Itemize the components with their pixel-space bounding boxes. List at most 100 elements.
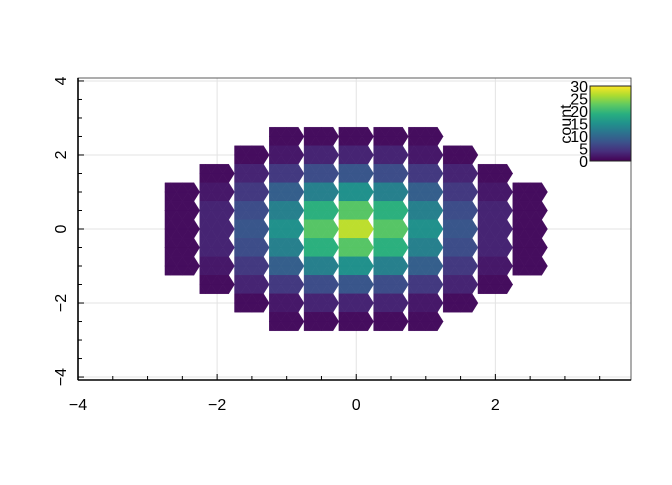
- bin-triangle: [222, 256, 235, 267]
- bin-triangle: [292, 126, 305, 137]
- colorbar-tick-label: 0: [579, 154, 588, 171]
- bin-triangle: [396, 163, 409, 174]
- colorbar-tick-label: 5: [579, 142, 588, 159]
- bin-triangle: [466, 163, 479, 174]
- bin-triangle: [222, 237, 235, 248]
- bin-triangle: [396, 256, 409, 267]
- bin-triangle: [326, 237, 340, 248]
- bin-triangle: [466, 256, 479, 267]
- bin-triangle: [292, 293, 305, 304]
- bin-triangle: [326, 293, 340, 304]
- bin-triangle: [187, 237, 201, 248]
- bin-triangle: [187, 256, 201, 267]
- x-tick-label: 0: [352, 397, 361, 414]
- bin-triangle: [257, 237, 270, 248]
- axes: [77, 77, 632, 381]
- bin-triangle: [361, 274, 374, 285]
- y-tick-label: −4: [53, 368, 70, 386]
- bin-triangle: [431, 219, 444, 230]
- bin-triangle: [187, 200, 201, 211]
- bin-triangle: [535, 182, 548, 193]
- bin-triangle: [361, 311, 374, 322]
- bin-triangle: [326, 126, 340, 137]
- y-tick-labels: −4 −2 0 2 4: [53, 76, 70, 386]
- bin-triangle: [292, 163, 305, 174]
- bin-triangle: [431, 200, 444, 211]
- bin-triangle: [396, 145, 409, 156]
- bin-triangle: [466, 219, 479, 230]
- bin-triangle: [466, 274, 479, 285]
- bin-triangle: [500, 219, 514, 230]
- bin-triangle: [292, 311, 305, 322]
- bin-triangle: [326, 219, 340, 230]
- bin-triangle: [222, 200, 235, 211]
- bin-triangle: [466, 200, 479, 211]
- bin-triangle: [257, 145, 270, 156]
- bin-triangle: [431, 145, 444, 156]
- bin-triangle: [500, 163, 514, 174]
- bin-triangle: [431, 237, 444, 248]
- bin-triangle: [431, 256, 444, 267]
- bin-triangle: [535, 219, 548, 230]
- bin-triangle: [326, 182, 340, 193]
- bin-triangle: [431, 163, 444, 174]
- bin-triangle: [292, 182, 305, 193]
- bin-triangle: [500, 274, 514, 285]
- bin-triangle: [466, 182, 479, 193]
- bin-triangle: [326, 145, 340, 156]
- colorbar-tick-label: 20: [570, 104, 588, 121]
- x-tick-labels: −4 −2 0 2: [69, 397, 500, 414]
- bin-triangle: [466, 237, 479, 248]
- bin-triangle: [396, 126, 409, 137]
- bin-triangle: [257, 256, 270, 267]
- y-tick-label: −2: [53, 294, 70, 312]
- y-tick-label: 4: [53, 76, 70, 85]
- bin-triangle: [292, 219, 305, 230]
- bin-triangle: [292, 237, 305, 248]
- bin-triangle: [396, 219, 409, 230]
- y-tick-label: 2: [53, 150, 70, 159]
- bin-triangle: [222, 182, 235, 193]
- bin-triangle: [396, 182, 409, 193]
- bin-triangle: [292, 145, 305, 156]
- bin-triangle: [187, 219, 201, 230]
- bin-triangle: [535, 200, 548, 211]
- bin-triangle: [535, 237, 548, 248]
- bin-triangle: [396, 237, 409, 248]
- y-tick-label: 0: [53, 224, 70, 233]
- bin-triangle: [466, 293, 479, 304]
- bin-triangle: [396, 311, 409, 322]
- bin-triangle: [326, 200, 340, 211]
- bin-triangle: [292, 256, 305, 267]
- bin-triangle: [535, 256, 548, 267]
- bin-triangle: [326, 163, 340, 174]
- bin-triangle: [292, 200, 305, 211]
- bin-triangle: [326, 311, 340, 322]
- bin-triangle: [431, 274, 444, 285]
- bin-triangle: [361, 293, 374, 304]
- colorbar-tick-label: 30: [570, 79, 588, 96]
- colorbar-tick-label: 10: [570, 129, 588, 146]
- x-tick-label: 2: [491, 397, 500, 414]
- x-tick-label: −2: [208, 397, 226, 414]
- bin-triangle: [431, 293, 444, 304]
- bin-triangle: [257, 274, 270, 285]
- bin-triangle: [292, 274, 305, 285]
- bin-triangle: [431, 126, 444, 137]
- bin-triangle: [361, 182, 374, 193]
- bin-triangle: [222, 219, 235, 230]
- bin-triangle: [500, 256, 514, 267]
- bin-triangle: [396, 200, 409, 211]
- bin-triangle: [257, 293, 270, 304]
- bin-triangle: [326, 274, 340, 285]
- bin-triangle: [257, 182, 270, 193]
- bin-triangle: [361, 200, 374, 211]
- bin-triangle: [187, 182, 201, 193]
- bin-triangle: [222, 163, 235, 174]
- bin-triangle: [361, 126, 374, 137]
- bin-triangle: [500, 237, 514, 248]
- bin-triangle: [257, 200, 270, 211]
- colorbar-tick-label: 25: [570, 92, 588, 109]
